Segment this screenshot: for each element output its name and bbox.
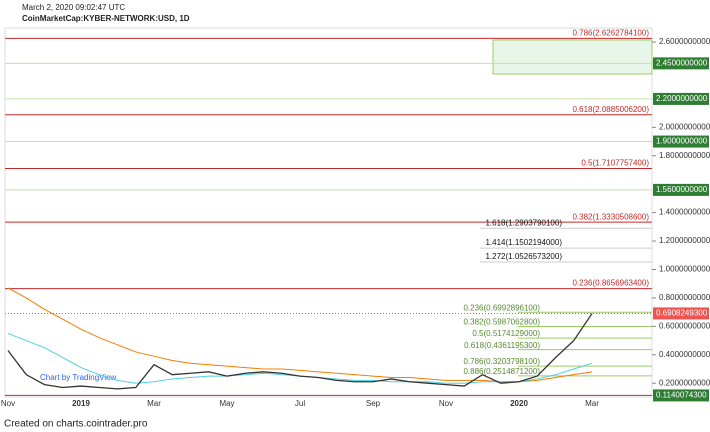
target-zone (492, 39, 653, 75)
x-tick-label: Mar (147, 399, 161, 408)
timestamp: March 2, 2020 09:02:47 UTC (22, 3, 125, 12)
fib-level-label: 0.382(1.3330508600) (572, 212, 649, 221)
level-tag-label: 2.4500000000 (656, 58, 708, 67)
level-tag (653, 389, 709, 402)
x-tick-label: Mar (585, 399, 599, 408)
retracement-label: 0.786(0.3203798100) (463, 357, 540, 366)
level-tag (653, 57, 709, 70)
y-tick-label: 0.6000000000 (659, 321, 710, 330)
level-tag-label: 2.2000000000 (656, 94, 708, 103)
x-tick-label: May (219, 399, 234, 408)
x-tick-label: 2020 (510, 399, 528, 408)
watermark: Chart by TradingView (40, 373, 117, 382)
y-tick-label: 1.0000000000 (659, 265, 710, 274)
y-tick-label: 1.2000000000 (659, 236, 710, 245)
extension-label: 1.618(1.2903790100) (485, 218, 562, 227)
x-tick-label: Sep (366, 399, 381, 408)
last-price-tag (653, 307, 709, 320)
level-tag-label: 1.5600000000 (656, 185, 708, 194)
plot-frame (4, 27, 653, 398)
retracement-label: 0.618(0.4361195300) (464, 341, 540, 350)
symbol: CoinMarketCap:KYBER-NETWORK:USD, 1D (22, 14, 190, 23)
price-line (7, 313, 593, 390)
x-tick-label: Nov (439, 399, 453, 408)
level-tag (653, 92, 709, 105)
level-tag-label: 0.1140074300 (656, 391, 707, 400)
fib-level-label: 0.5(1.7107757400) (581, 159, 649, 168)
fib-level-label: 0.236(0.8656963400) (572, 279, 649, 288)
x-tick-label: Nov (1, 399, 15, 408)
x-tick-label: 2019 (72, 399, 90, 408)
fib-level-label: 0.786(2.6262784100) (572, 28, 649, 37)
retracement-label: 0.382(0.5987062800) (463, 318, 540, 327)
level-tag-label: 1.9000000000 (656, 137, 708, 146)
y-tick-label: 0.2000000000 (659, 378, 710, 387)
y-tick-label: 2.0000000000 (659, 122, 710, 131)
footer: Created on charts.cointrader.pro (4, 419, 148, 430)
x-tick-label: Jul (295, 399, 305, 408)
level-tag (653, 135, 709, 148)
y-tick-label: 1.4000000000 (659, 208, 710, 217)
retracement-label: 0.236(0.6992896100) (463, 303, 540, 312)
y-tick-label: 2.6000000000 (659, 37, 710, 46)
retracement-label: 0.886(0.2514871200) (463, 367, 540, 376)
y-tick-label: 1.8000000000 (659, 151, 710, 160)
y-tick-label: 0.8000000000 (659, 293, 710, 302)
retracement-label: 0.5(0.5174129000) (472, 329, 540, 338)
fib-level-label: 0.618(2.0885006200) (572, 105, 649, 114)
last-price-label: 0.6908249300 (656, 309, 708, 318)
y-tick-label: 0.4000000000 (659, 350, 710, 359)
extension-label: 1.414(1.1502194000) (485, 238, 562, 247)
extension-label: 1.272(1.0526573200) (485, 252, 562, 261)
level-tag (653, 183, 709, 196)
